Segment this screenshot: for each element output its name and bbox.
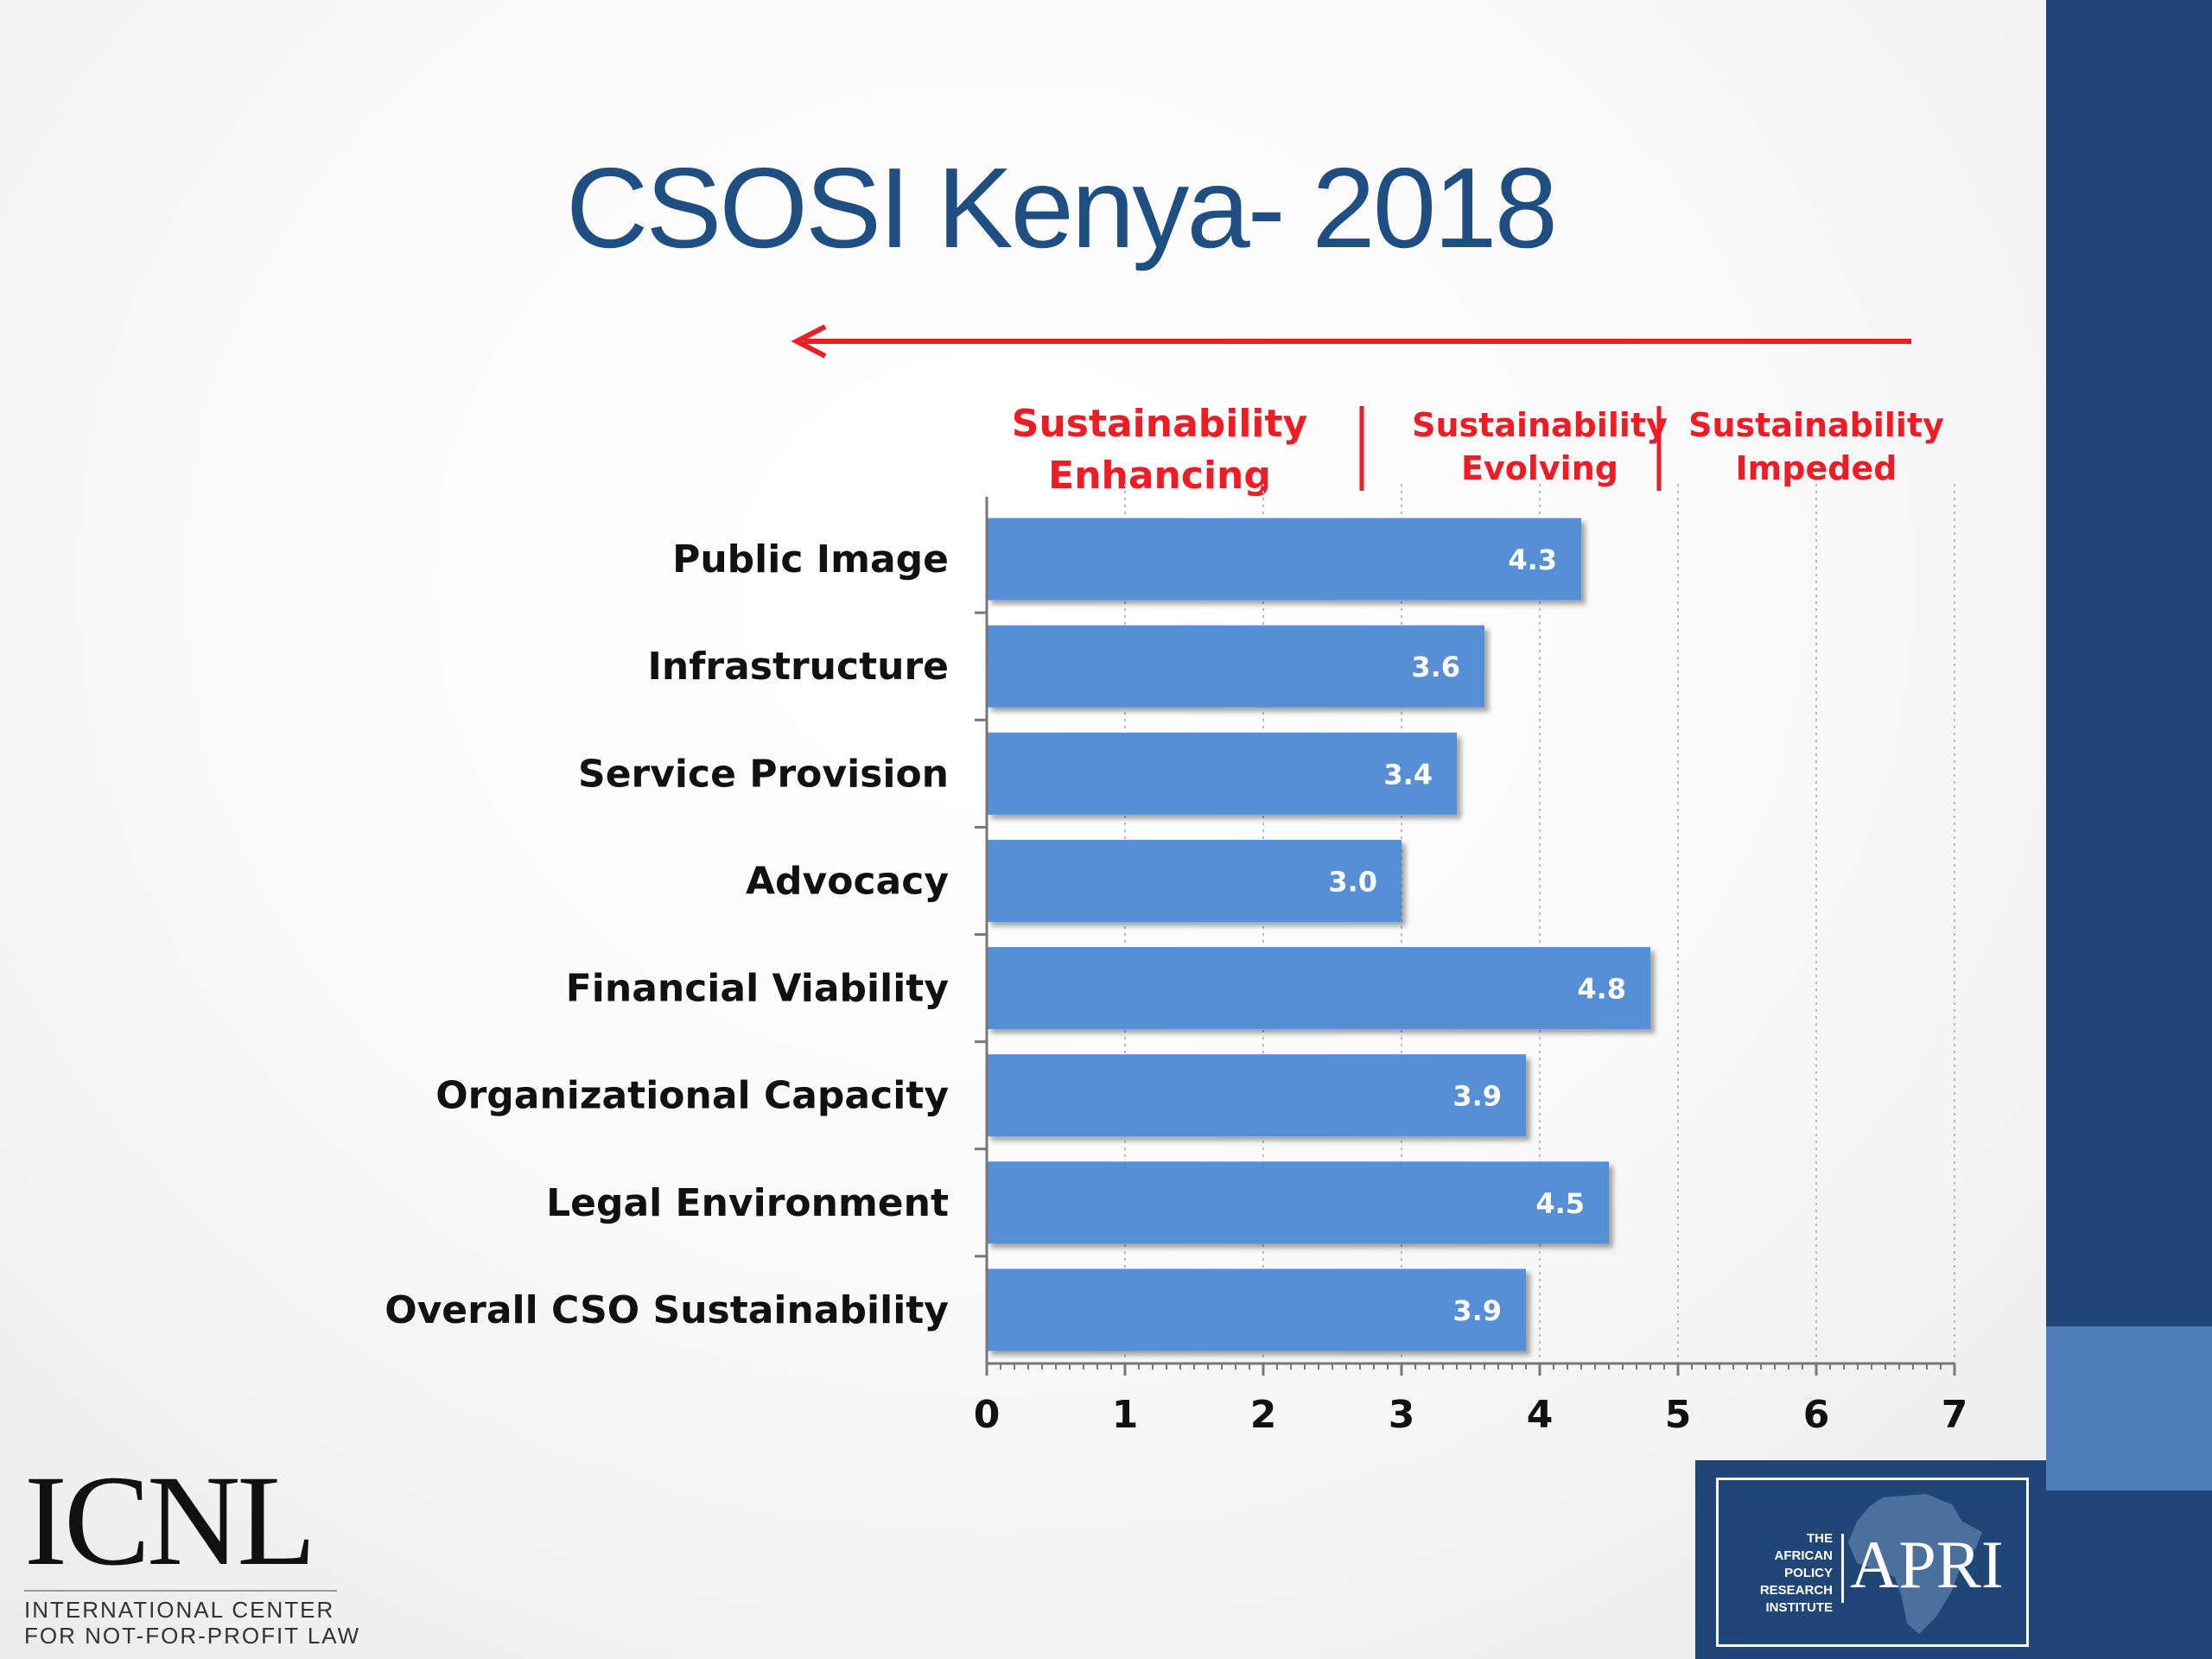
apri-frame: THE AFRICAN POLICY RESEARCH INSTITUTE AP…	[1716, 1478, 2029, 1647]
apri-logo: THE AFRICAN POLICY RESEARCH INSTITUTE AP…	[1695, 1460, 2046, 1659]
bar-3	[987, 732, 1457, 815]
category-label-1: Public Image	[672, 537, 949, 582]
bar-5	[987, 947, 1650, 1030]
zone-label-2-line-1: Sustainability	[1412, 406, 1668, 444]
value-label-4: 3.0	[1328, 865, 1377, 898]
value-label-5: 4.8	[1577, 973, 1626, 1006]
bar-7	[987, 1161, 1609, 1244]
zone-label-2-line-2: Evolving	[1461, 449, 1618, 487]
icnl-wordmark: ICNL	[24, 1449, 316, 1592]
zone-label-1-line-2: Enhancing	[1048, 454, 1271, 498]
apri-wordmark: APRI	[1850, 1527, 2004, 1602]
x-tick-label-7: 7	[1942, 1393, 1968, 1437]
bar-2	[987, 625, 1484, 708]
bar-1	[987, 518, 1581, 601]
x-axis: 0 1 2 3 4 5 6 7	[974, 497, 1968, 1437]
apri-institute-name: THE AFRICAN POLICY RESEARCH INSTITUTE	[1759, 1531, 1833, 1615]
x-tick-label-0: 0	[974, 1393, 1001, 1437]
value-label-6: 3.9	[1452, 1080, 1502, 1113]
africa-map-icon	[1848, 1494, 1982, 1634]
value-label-1: 4.3	[1508, 543, 1557, 576]
icnl-subtitle-line2: FOR NOT-FOR-PROFIT LAW	[24, 1623, 361, 1649]
right-band-accent	[2046, 1326, 2212, 1491]
zone-label-3-line-1: Sustainability	[1688, 406, 1944, 444]
value-label-2: 3.6	[1411, 651, 1460, 683]
value-label-8: 3.9	[1452, 1294, 1502, 1327]
icnl-divider	[24, 1590, 337, 1592]
value-label-7: 4.5	[1535, 1187, 1585, 1220]
x-tick-label-3: 3	[1389, 1393, 1415, 1437]
x-tick-label-5: 5	[1665, 1393, 1692, 1437]
bars: 4.3 3.6 3.4 3.0 4.8 3.9 4.5 3.9	[987, 518, 1650, 1351]
x-tick-label-6: 6	[1803, 1393, 1830, 1437]
apri-divider	[1841, 1534, 1844, 1603]
category-label-2: Infrastructure	[648, 645, 949, 689]
category-labels: Public Image Infrastructure Service Provis…	[385, 537, 949, 1332]
x-tick-label-1: 1	[1112, 1393, 1139, 1437]
category-label-6: Organizational Capacity	[435, 1074, 949, 1118]
x-tick-label-2: 2	[1250, 1393, 1277, 1437]
zone-label-3-line-2: Impeded	[1736, 449, 1897, 487]
category-label-3: Service Provision	[578, 752, 949, 796]
category-label-5: Financial Viability	[566, 967, 949, 1011]
icnl-logo: ICNL INTERNATIONAL CENTER FOR NOT-FOR-PR…	[24, 1449, 361, 1649]
bar-4	[987, 839, 1402, 922]
slide-title: CSOSI Kenya- 2018	[566, 144, 1558, 271]
value-label-3: 3.4	[1383, 758, 1433, 791]
zone-label-1-line-1: Sustainability	[1012, 402, 1307, 446]
x-tick-label-4: 4	[1527, 1393, 1554, 1437]
category-label-4: Advocacy	[746, 859, 949, 903]
category-label-8: Overall CSO Sustainability	[385, 1288, 949, 1332]
icnl-subtitle-line1: INTERNATIONAL CENTER	[24, 1597, 335, 1623]
zone-annotations: Sustainability Enhancing Sustainability Evo…	[791, 324, 1944, 498]
category-label-7: Legal Environment	[546, 1181, 949, 1225]
bar-chart: Sustainability Enhancing Sustainability Evo…	[385, 324, 1968, 1437]
bar-6	[987, 1054, 1526, 1137]
bar-8	[987, 1268, 1526, 1351]
direction-arrow-head	[791, 324, 827, 359]
